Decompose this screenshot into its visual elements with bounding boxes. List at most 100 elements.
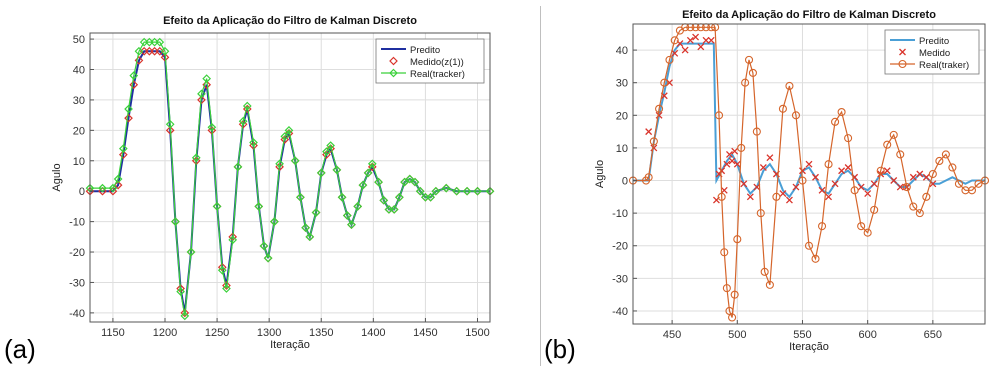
- y-tick-label-b: 20: [616, 110, 628, 122]
- data-point-a-2: [259, 241, 269, 251]
- data-point-b-1: [831, 180, 839, 188]
- y-tick-label-a: 40: [73, 65, 85, 77]
- y-tick-label-b: 40: [616, 45, 628, 57]
- data-point-b-1: [697, 43, 705, 51]
- data-point-b-2: [722, 284, 731, 293]
- data-point-b-1: [702, 36, 710, 44]
- x-tick-label-b: 450: [663, 329, 681, 341]
- data-point-b-2: [915, 209, 924, 218]
- data-point-b-2: [817, 222, 827, 231]
- data-point-b-2: [670, 36, 679, 45]
- x-tick-label-a: 1300: [257, 327, 281, 339]
- data-point-b-2: [870, 205, 879, 214]
- data-point-a-2: [358, 180, 368, 190]
- data-point-b-2: [909, 202, 918, 211]
- data-point-a-2: [134, 46, 144, 56]
- data-point-b-1: [779, 190, 787, 198]
- data-point-b-1: [681, 46, 689, 54]
- data-point-a-2: [222, 284, 231, 293]
- data-point-a-2: [452, 186, 462, 196]
- data-point-b-2: [748, 68, 757, 77]
- data-point-a-1: [160, 52, 170, 62]
- data-point-a-2: [217, 265, 227, 275]
- series-line-a-2: [90, 41, 490, 317]
- data-point-b-1: [726, 150, 733, 158]
- data-point-b-1: [909, 173, 917, 181]
- data-point-a-2: [405, 174, 415, 184]
- y-tick-label-a: -30: [69, 277, 85, 289]
- data-point-a-2: [305, 232, 315, 242]
- data-point-b-1: [799, 167, 806, 175]
- data-point-b-1: [671, 49, 679, 57]
- y-tick-label-a: -20: [69, 247, 85, 259]
- y-tick-label-b: -40: [612, 306, 628, 318]
- data-point-b-2: [778, 104, 787, 113]
- data-point-b-1: [883, 167, 891, 175]
- legend-entry-b-2: Real(traker): [919, 60, 969, 71]
- x-tick-label-b: 550: [793, 329, 811, 341]
- data-point-b-2: [644, 173, 653, 182]
- data-point-b-1: [870, 180, 878, 188]
- data-point-a-2: [332, 165, 342, 175]
- data-point-b-2: [665, 55, 674, 64]
- data-point-b-2: [941, 150, 950, 159]
- data-point-a-2: [275, 159, 284, 169]
- legend-swatch-marker-b-2: [898, 59, 907, 69]
- x-tick-label-b: 500: [728, 329, 746, 341]
- y-tick-label-a: 30: [73, 95, 85, 107]
- data-point-b-1: [785, 196, 793, 204]
- data-point-a-2: [353, 202, 363, 211]
- data-point-b-1: [857, 183, 865, 191]
- data-point-b-2: [948, 163, 957, 172]
- data-point-a-2: [296, 192, 305, 202]
- data-point-b-1: [818, 186, 826, 194]
- data-point-b-2: [804, 241, 814, 250]
- data-point-b-2: [765, 280, 774, 289]
- data-point-b-1: [731, 147, 739, 155]
- y-tick-label-a: 0: [79, 186, 85, 198]
- data-point-b-1: [864, 190, 872, 198]
- data-point-a-1: [197, 95, 206, 105]
- data-point-a-2: [347, 220, 356, 230]
- data-point-b-1: [728, 157, 736, 165]
- data-point-a-2: [191, 153, 201, 163]
- data-point-b-1: [838, 167, 846, 175]
- legend-swatch-marker-a-2: [389, 68, 398, 78]
- data-point-a-2: [165, 119, 175, 129]
- data-point-b-2: [928, 169, 937, 179]
- data-point-b-1: [890, 177, 898, 184]
- data-point-b-1: [645, 128, 653, 136]
- data-point-a-2: [342, 211, 352, 220]
- legend-entry-b-1: Medido: [919, 48, 950, 59]
- data-point-a-1: [124, 113, 133, 123]
- data-point-b-2: [902, 182, 911, 192]
- data-point-a-2: [118, 144, 128, 153]
- panel-letter-a: (a): [4, 334, 36, 364]
- data-point-a-2: [462, 186, 472, 196]
- data-point-b-2: [737, 143, 746, 152]
- data-point-a-2: [431, 186, 441, 196]
- panel-letter-b: (b): [544, 334, 576, 364]
- data-point-b-2: [883, 140, 892, 149]
- data-point-a-1: [202, 80, 212, 90]
- series-a-2: [85, 37, 495, 321]
- data-point-b-2: [744, 55, 754, 64]
- data-point-b-2: [772, 192, 781, 201]
- x-tick-label-a: 1450: [413, 327, 437, 339]
- data-point-a-2: [374, 177, 383, 187]
- data-point-a-2: [124, 104, 133, 114]
- data-point-b-2: [876, 166, 885, 175]
- data-point-b-2: [791, 111, 801, 120]
- data-point-a-2: [316, 168, 326, 178]
- data-point-a-2: [311, 208, 321, 217]
- data-point-a-2: [160, 46, 170, 56]
- data-point-b-2: [811, 254, 820, 263]
- x-tick-label-a: 1200: [153, 327, 177, 339]
- data-point-a-2: [186, 247, 196, 257]
- data-point-b-2: [837, 107, 846, 117]
- data-point-a-2: [284, 125, 294, 135]
- data-point-a-2: [212, 202, 222, 211]
- x-tick-label-b: 600: [858, 329, 876, 341]
- data-point-b-1: [844, 164, 852, 171]
- data-point-b-2: [756, 209, 765, 218]
